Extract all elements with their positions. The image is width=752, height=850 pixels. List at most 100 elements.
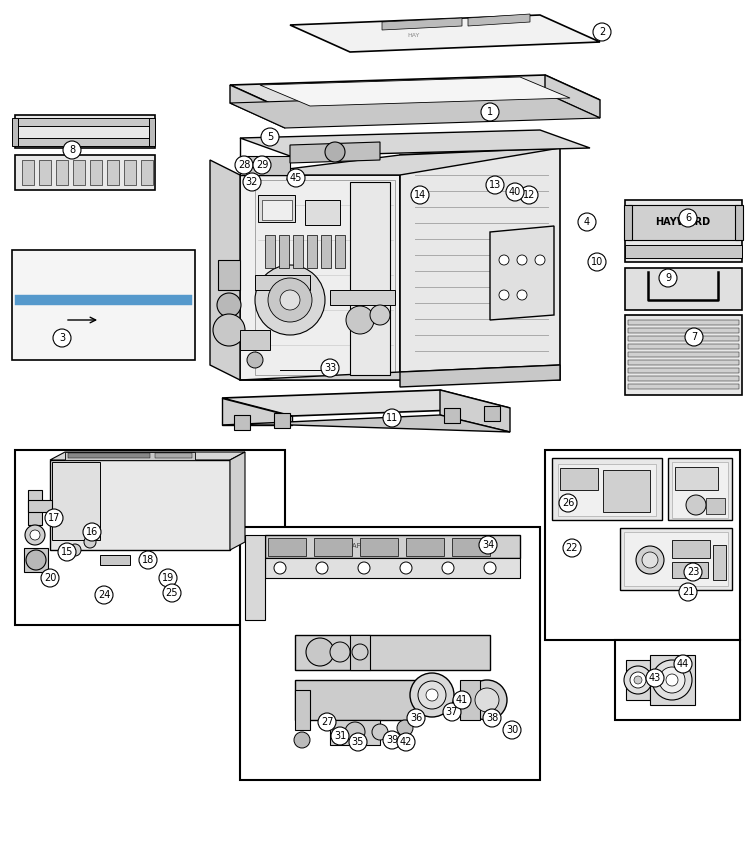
Circle shape [346,306,374,334]
Circle shape [624,666,652,694]
Circle shape [331,727,349,745]
Circle shape [679,583,697,601]
Circle shape [578,213,596,231]
Text: HAYWARD: HAYWARD [656,217,711,227]
Polygon shape [240,148,560,175]
Circle shape [287,169,305,187]
Circle shape [247,352,263,368]
Circle shape [563,539,581,557]
Circle shape [163,584,181,602]
Polygon shape [12,250,195,360]
Text: 42: 42 [400,737,412,747]
Polygon shape [262,200,292,220]
Polygon shape [22,160,34,185]
Text: 27: 27 [321,717,333,727]
Circle shape [372,724,388,740]
Polygon shape [107,160,119,185]
Text: 3: 3 [59,333,65,343]
Circle shape [679,209,697,227]
Circle shape [506,183,524,201]
Circle shape [294,732,310,748]
Circle shape [453,691,471,709]
Text: 29: 29 [256,160,268,170]
Polygon shape [406,538,444,556]
Circle shape [330,642,350,662]
Circle shape [159,569,177,587]
Polygon shape [218,260,240,290]
Polygon shape [15,155,155,190]
Polygon shape [558,464,656,516]
Circle shape [383,731,401,749]
Polygon shape [350,182,390,375]
Polygon shape [39,160,51,185]
Polygon shape [230,452,245,550]
Circle shape [503,721,521,739]
Text: 44: 44 [677,659,689,669]
Polygon shape [18,138,152,146]
Polygon shape [56,160,68,185]
Circle shape [83,523,101,541]
Polygon shape [24,548,48,572]
Text: 38: 38 [486,713,498,723]
Text: HAY: HAY [408,32,420,37]
Polygon shape [18,118,152,126]
Polygon shape [321,235,331,268]
Polygon shape [628,336,739,341]
Polygon shape [628,384,739,389]
Polygon shape [672,540,710,558]
Circle shape [426,689,438,701]
Polygon shape [626,660,650,700]
Polygon shape [620,528,732,590]
Polygon shape [12,118,18,146]
Polygon shape [628,376,739,381]
Polygon shape [279,235,289,268]
Text: 16: 16 [86,527,98,537]
Polygon shape [636,674,672,686]
Polygon shape [672,462,728,518]
Polygon shape [230,93,600,128]
Polygon shape [210,160,240,380]
Circle shape [642,552,658,568]
Text: 28: 28 [238,160,250,170]
Circle shape [325,142,345,162]
Circle shape [659,269,677,287]
Text: 9: 9 [665,273,671,283]
Circle shape [25,525,45,545]
Polygon shape [628,368,739,373]
Text: 43: 43 [649,673,661,683]
Polygon shape [625,200,742,262]
Text: 18: 18 [142,555,154,565]
Polygon shape [360,538,398,556]
Circle shape [517,255,527,265]
Polygon shape [234,415,250,430]
Polygon shape [290,15,600,52]
Circle shape [58,543,76,561]
Circle shape [411,186,429,204]
Polygon shape [230,75,600,110]
Circle shape [479,536,497,554]
Circle shape [659,667,685,693]
Polygon shape [400,365,560,387]
Circle shape [349,733,367,751]
Circle shape [213,314,245,346]
Text: 22: 22 [566,543,578,553]
Polygon shape [155,453,192,458]
Circle shape [274,562,286,574]
Circle shape [345,722,365,742]
Circle shape [593,23,611,41]
Polygon shape [245,535,265,620]
Circle shape [499,255,509,265]
Polygon shape [628,360,739,365]
Polygon shape [628,344,739,349]
Text: 37: 37 [446,707,458,717]
Circle shape [261,128,279,146]
Circle shape [255,265,325,335]
Polygon shape [255,275,310,290]
Text: 35: 35 [352,737,364,747]
Circle shape [418,681,446,709]
Polygon shape [545,450,740,640]
Polygon shape [625,268,742,310]
Text: 21: 21 [682,587,694,597]
Text: 39: 39 [386,735,398,745]
Text: 15: 15 [61,547,73,557]
